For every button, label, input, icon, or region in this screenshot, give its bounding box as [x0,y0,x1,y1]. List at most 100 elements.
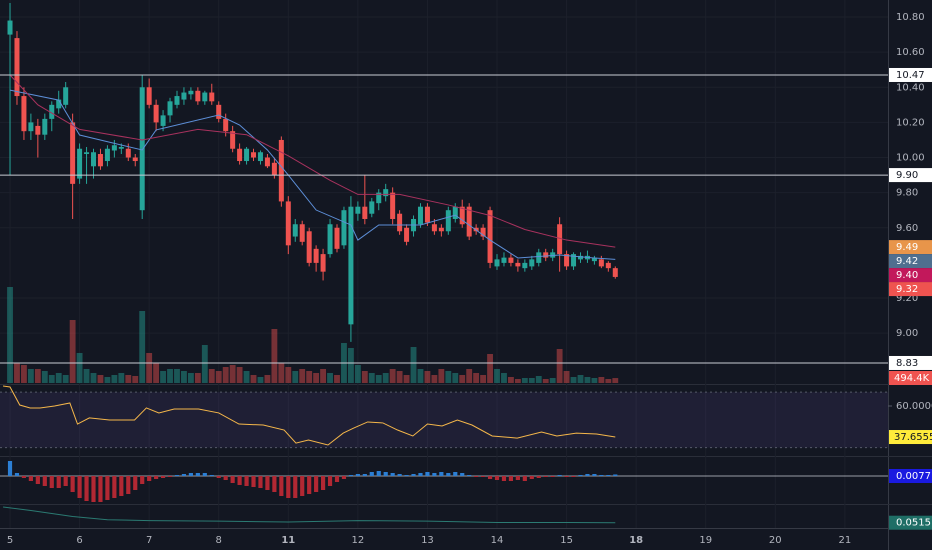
volume-bar [542,379,549,383]
volume-bar [494,369,500,383]
macd-bar [237,476,242,485]
candle-body [118,146,124,149]
candle-body [90,152,97,167]
lower-line [2,506,616,524]
macd-bar [230,476,235,483]
lower-label: 0.0515 [896,518,931,529]
volume-bar [285,367,292,383]
candle-body [223,118,229,132]
volume-bar [104,377,111,383]
candle-body [536,252,542,263]
level-label: 8.83 [896,358,918,369]
macd-bar [28,476,33,481]
macd-bar [474,476,479,477]
candle-body [598,259,604,267]
volume-bar [278,363,285,383]
volume-bar [480,375,487,383]
volume-bar [271,329,278,383]
macd-bar [439,472,444,476]
candle-body [202,92,208,102]
macd-bar [320,476,326,490]
volume-bar [473,373,480,383]
candle-body [35,125,41,135]
candle-body [591,257,597,262]
macd-bar [404,475,409,476]
macd-bar [564,476,569,477]
candle-body [452,206,458,219]
x-tick-label: 7 [146,535,152,546]
volume-bar [236,367,243,383]
macd-bar [390,473,395,476]
candle-body [577,255,584,260]
volume-bar [521,378,528,383]
candle-body [195,90,201,102]
x-tick-label: 19 [699,535,712,546]
volume-bar [55,373,62,383]
x-tick-label: 20 [769,535,782,546]
macd-bar [334,476,340,482]
macd-bar [251,476,256,487]
volume-bar [34,369,41,383]
volume-bar [181,371,187,383]
candle-body [77,148,83,179]
x-tick-label: 15 [560,535,573,546]
volume-bar [556,349,563,383]
volume-bar [83,369,90,383]
macd-bar [314,476,319,492]
volume-bar [118,373,125,383]
candle-body [522,262,528,269]
volume-bar [167,369,173,383]
y-tick-label: 10.00 [896,153,925,164]
volume-bar [508,377,514,383]
volume-bar [194,373,201,383]
volume-bar [111,375,118,383]
volume-bar [438,369,445,383]
candle-body [313,248,319,263]
candle-body [237,148,243,162]
volume-bar [612,378,619,383]
candle-body [557,224,563,255]
macd-bar [355,474,360,476]
volume-bar [187,373,194,383]
macd-bar [487,476,493,479]
volume-bar [257,377,264,383]
candle-body [21,96,27,132]
macd-bar [557,475,562,476]
volume-label-box [889,371,932,385]
candle-body [605,262,611,269]
candle-body [417,206,423,225]
volume-bar [327,373,333,383]
volume-bar [208,369,215,383]
volume-bar [7,287,13,383]
x-tick-label: 8 [216,535,222,546]
macd-bar [494,476,500,480]
macd-bar [376,471,381,476]
macd-bar [543,476,548,477]
candle-body [508,257,514,263]
macd-bar [383,472,388,476]
volume-bar [354,365,361,383]
candle-body [104,148,110,162]
candle-body [494,259,500,267]
volume-bar [431,375,438,383]
volume-bar [514,379,521,383]
candle-body [466,206,472,237]
candle-body [571,254,577,267]
x-tick-label: 21 [838,535,851,546]
volume-bar [292,371,299,383]
y-tick-label: 10.40 [896,82,925,93]
candle-body [160,115,166,126]
candle-body [97,154,103,167]
macd-bar [119,476,124,496]
macd-bar [300,476,305,496]
volume-bar [368,373,375,383]
candle-body [306,231,312,263]
candle-body [14,38,20,97]
price-label: 9.40 [896,270,918,281]
candle-body [42,118,48,135]
candle-body [209,92,215,102]
candle-body [424,206,430,223]
volume-bar [250,375,257,383]
x-tick-label: 6 [76,535,82,546]
